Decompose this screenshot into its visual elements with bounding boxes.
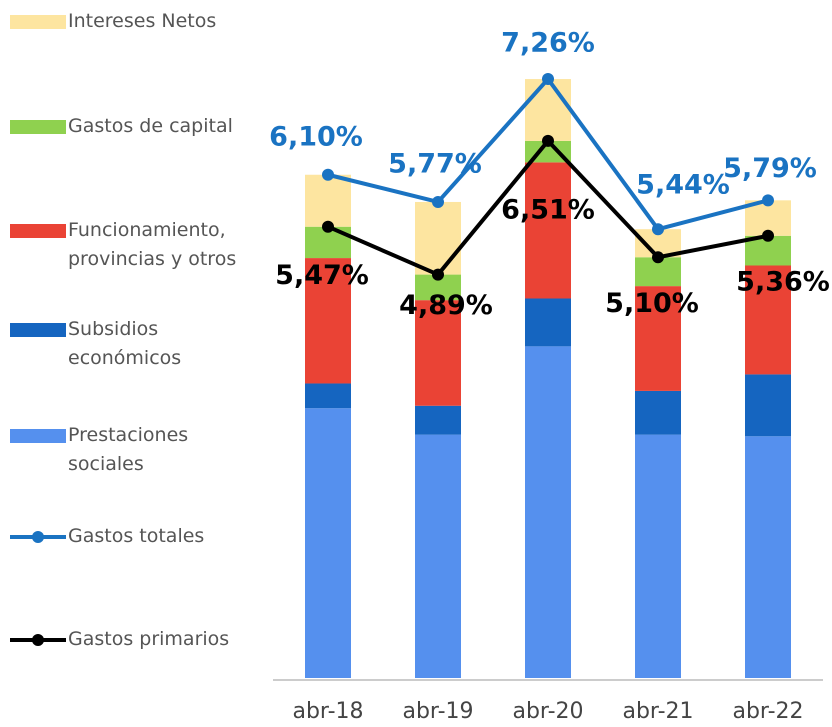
- line-point: [652, 223, 664, 236]
- bar-segment: [745, 374, 791, 437]
- line-point: [432, 195, 444, 208]
- legend-swatch: [10, 120, 66, 134]
- legend-marker: [32, 531, 44, 543]
- bar-segment: [745, 265, 791, 375]
- data-label: 5,77%: [388, 148, 482, 179]
- x-tick-label: abr-18: [292, 699, 363, 724]
- legend-label: Funcionamiento, provincias y otros: [68, 219, 237, 270]
- bar-segment: [415, 300, 461, 406]
- legend-label: Gastos primarios: [68, 628, 230, 650]
- bar-segment: [525, 298, 571, 347]
- line-point: [762, 229, 774, 242]
- data-label: 7,26%: [501, 28, 595, 59]
- x-tick-label: abr-21: [622, 699, 693, 724]
- bar-segment: [745, 436, 791, 678]
- bar-segment: [635, 434, 681, 678]
- legend-swatch: [10, 224, 66, 238]
- bar-segment: [635, 390, 681, 435]
- line-point: [542, 134, 554, 147]
- line-point: [322, 220, 334, 233]
- line-point: [432, 268, 444, 281]
- bar-segment: [525, 346, 571, 678]
- line-point: [542, 73, 554, 86]
- x-tick-label: abr-22: [732, 699, 803, 724]
- bar-segment: [415, 405, 461, 435]
- legend-marker: [32, 634, 44, 646]
- data-label: 6,10%: [269, 121, 363, 152]
- legend-label: Prestaciones sociales: [68, 424, 189, 475]
- data-label: 5,47%: [275, 260, 369, 291]
- line-point: [762, 194, 774, 207]
- bar-segment: [305, 174, 351, 227]
- x-tick-label: abr-20: [512, 699, 583, 724]
- line-point: [652, 251, 664, 264]
- data-label: 4,89%: [399, 290, 493, 321]
- data-label: 5,10%: [605, 288, 699, 319]
- legend-swatch: [10, 323, 66, 337]
- bar-segment: [525, 79, 571, 141]
- legend-label: Gastos totales: [68, 525, 205, 547]
- x-tick-label: abr-19: [402, 699, 473, 724]
- bar-segment: [305, 408, 351, 678]
- data-label: 5,36%: [736, 266, 830, 297]
- legend-label: Subsidios económicos: [68, 318, 182, 369]
- data-label: 5,79%: [723, 153, 817, 184]
- bar-segment: [525, 162, 571, 299]
- bar-segment: [635, 286, 681, 391]
- data-label: 6,51%: [501, 194, 595, 225]
- bar-segment: [415, 201, 461, 275]
- bar-segment: [305, 383, 351, 409]
- data-label: 5,44%: [636, 170, 730, 201]
- legend-swatch: [10, 429, 66, 443]
- legend-label: Gastos de capital: [68, 115, 233, 137]
- bar-segment: [415, 434, 461, 678]
- legend-label: Intereses Netos: [68, 10, 217, 32]
- line-point: [322, 168, 334, 181]
- legend-swatch: [10, 15, 66, 29]
- bar-segment: [305, 258, 351, 384]
